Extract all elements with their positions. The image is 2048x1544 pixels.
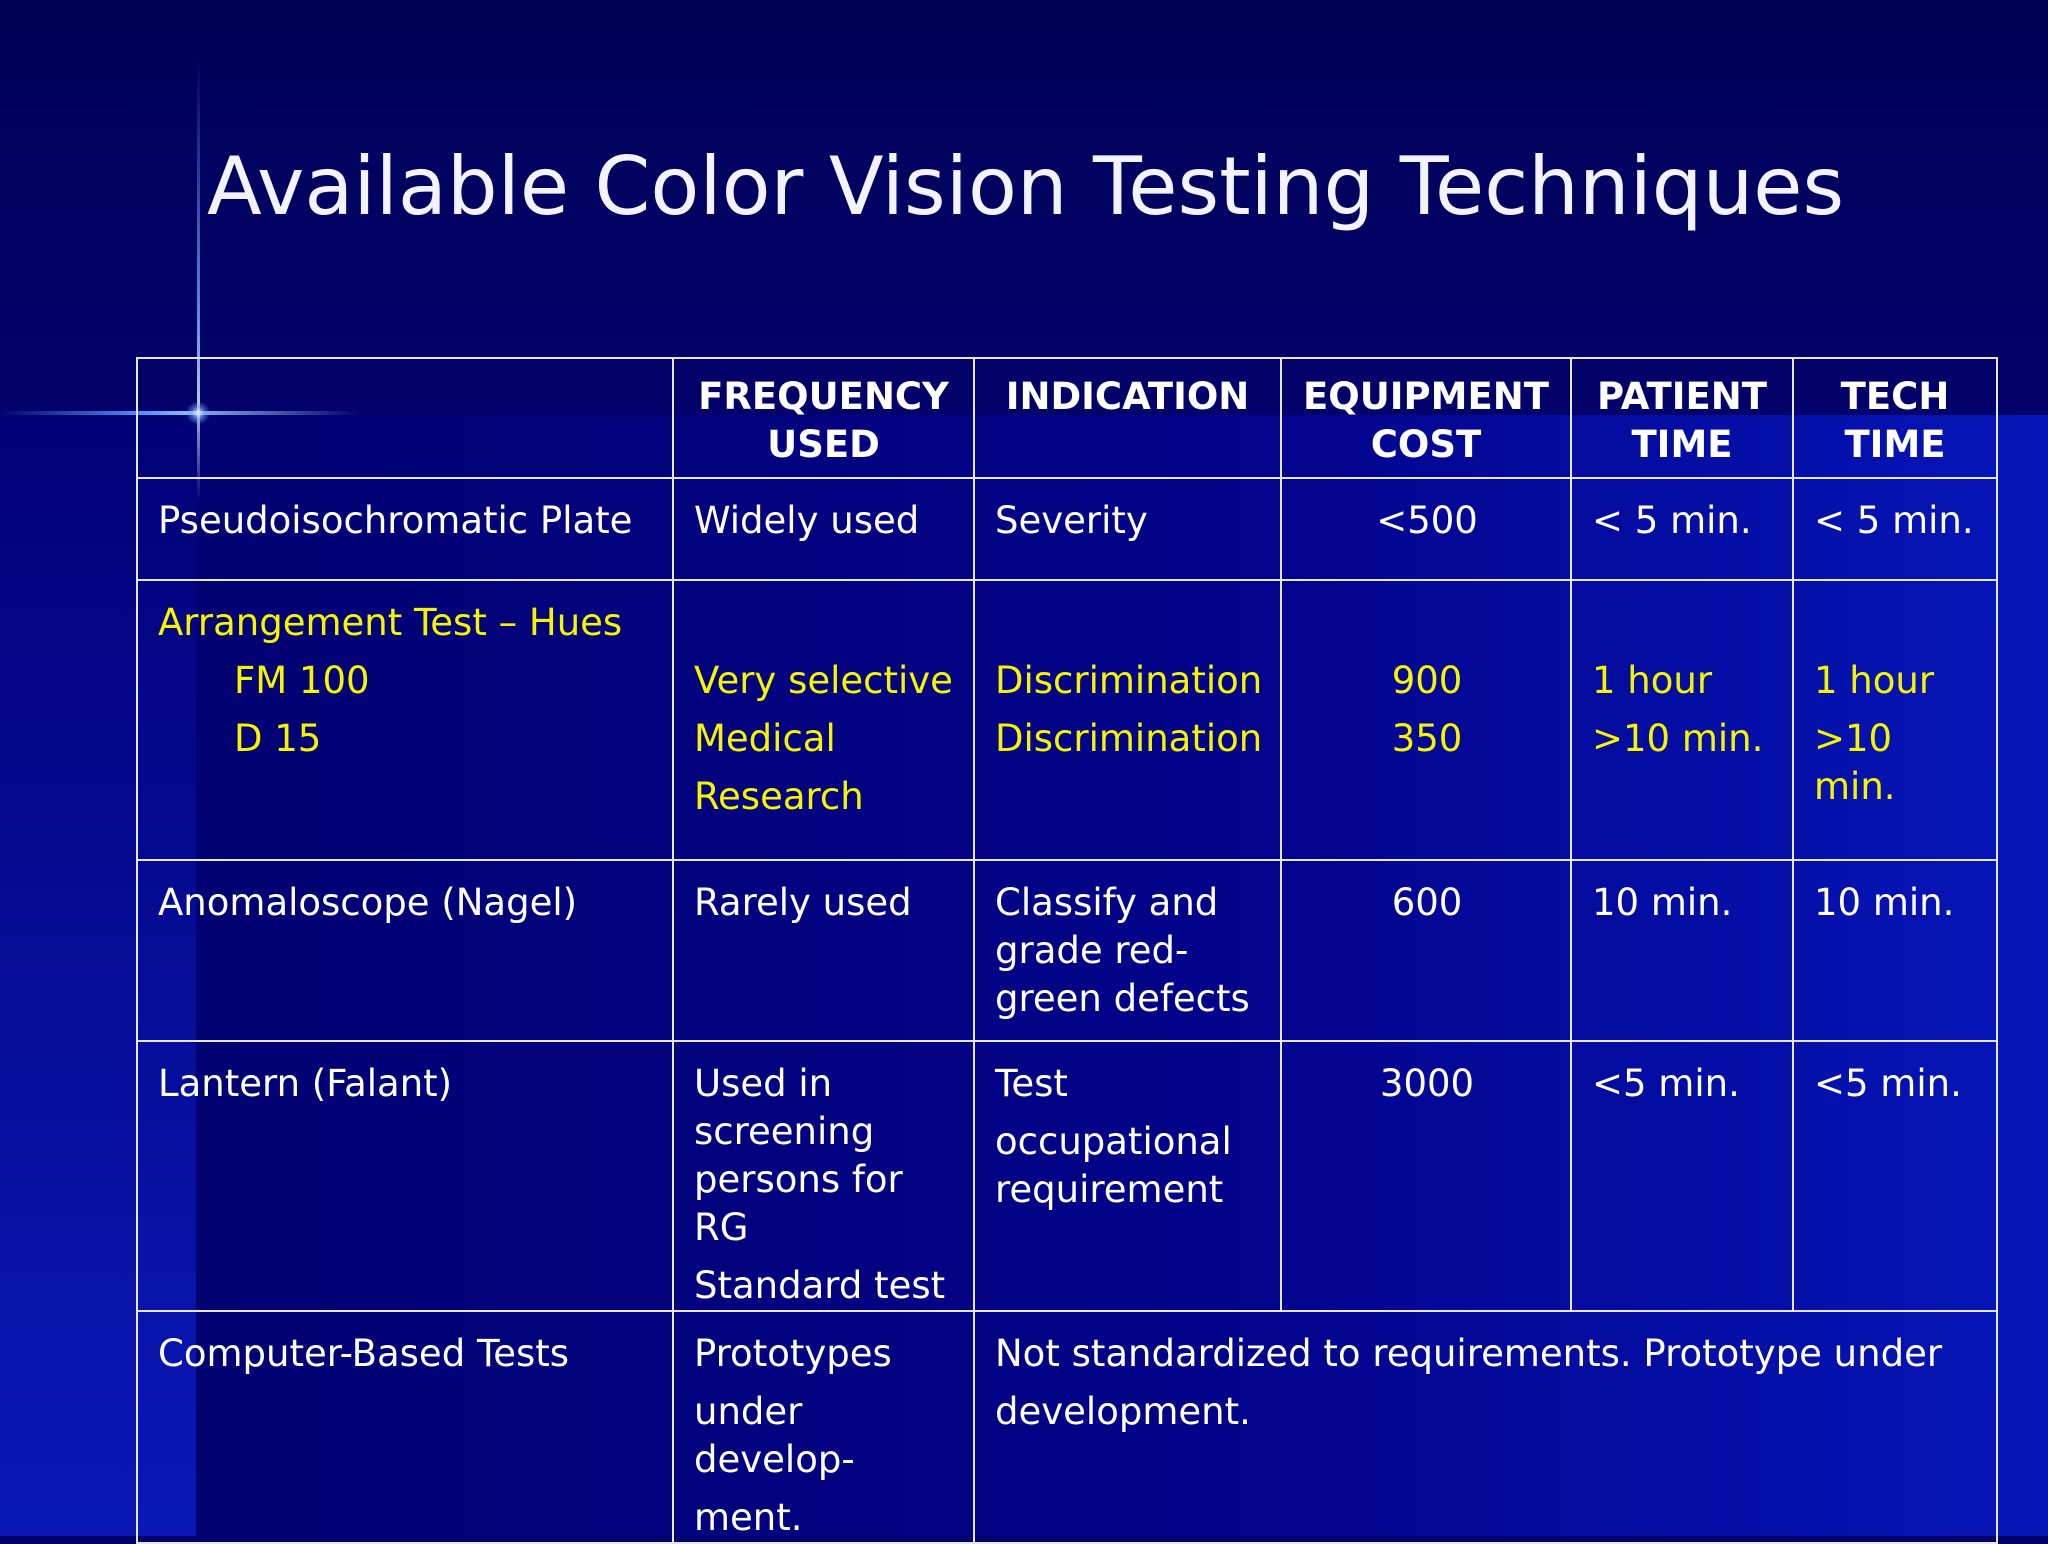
header-indication-label: INDICATION [1005,375,1250,418]
slide-title: Available Color Vision Testing Technique… [207,140,1845,233]
lantern-freq-5: Standard test [694,1264,946,1307]
cell-indication: Classify and grade red- green defects [973,859,1282,1042]
header-tech-time: TECH TIME [1792,357,1998,479]
header-patient-line1: PATIENT [1597,375,1767,418]
lantern-ind-3: requirement [995,1168,1224,1211]
cell-patient-time: < 5 min. [1570,477,1794,581]
cell-equipment-cost: <500 [1280,477,1572,581]
cell-technique-name: Pseudoisochromatic Plate [136,477,674,581]
header-frequency-used: FREQUENCY USED [672,357,975,479]
arrangement-title: Arrangement Test – Hues [158,601,623,644]
lantern-freq-1: Used in [694,1062,833,1105]
header-frequency-line1: FREQUENCY [698,375,949,418]
cell-indication: Severity [973,477,1282,581]
table-row-anomaloscope: Anomaloscope (Nagel) Rarely used Classif… [136,859,1998,1042]
header-equipment-line2: COST [1370,423,1482,466]
cell-equipment-cost: 3000 [1280,1040,1572,1312]
cell-frequency: Used in screening persons for RG Standar… [672,1040,975,1312]
arrangement-tech-2: >10 min. [1814,717,1896,808]
arrangement-patient-2: >10 min. [1592,717,1764,760]
background-top [0,0,2048,415]
anomaloscope-ind-3: green defects [995,977,1250,1020]
cell-patient-time: <5 min. [1570,1040,1794,1312]
anomaloscope-ind-2: grade red- [995,929,1189,972]
arrangement-sub-d15: D 15 [234,717,322,760]
arrangement-cost-1: 900 [1391,659,1463,702]
table-row-computer-based: Computer-Based Tests Prototypes under de… [136,1310,1998,1544]
techniques-table: FREQUENCY USED INDICATION EQUIPMENT COST… [136,357,1998,1544]
cell-technique-name: Computer-Based Tests [136,1310,674,1544]
arrangement-patient-1: 1 hour [1592,659,1713,702]
header-frequency-line2: USED [767,423,880,466]
arrangement-freq-1: Very selective [694,659,953,702]
header-indication: INDICATION [973,357,1282,479]
cell-equipment-cost: 600 [1280,859,1572,1042]
cell-frequency: Rarely used [672,859,975,1042]
cell-technique-name: Anomaloscope (Nagel) [136,859,674,1042]
cell-patient-time: 1 hour >10 min. [1570,579,1794,861]
cell-tech-time: 1 hour >10 min. [1792,579,1998,861]
arrangement-cost-2: 350 [1391,717,1463,760]
cell-tech-time: 10 min. [1792,859,1998,1042]
cell-tech-time: < 5 min. [1792,477,1998,581]
lantern-ind-1: Test [995,1062,1068,1105]
cell-indication: Discrimination Discrimination [973,579,1282,861]
table-row-arrangement: Arrangement Test – Hues FM 100 D 15 Very… [136,579,1998,861]
lantern-freq-4: RG [694,1206,749,1249]
cell-frequency: Very selective Medical Research [672,579,975,861]
cell-indication: Test occupational requirement [973,1040,1282,1312]
header-blank [136,357,674,479]
lantern-freq-2: screening [694,1110,875,1153]
light-flare-vertical [197,60,200,500]
computer-freq-2: under develop- [694,1390,855,1481]
computer-note-2: development. [995,1390,1251,1433]
cell-technique-name: Lantern (Falant) [136,1040,674,1312]
lantern-freq-3: persons for [694,1158,903,1201]
arrangement-freq-2: Medical [694,717,836,760]
arrangement-freq-3: Research [694,775,864,818]
cell-technique-name: Arrangement Test – Hues FM 100 D 15 [136,579,674,861]
header-equipment-line1: EQUIPMENT [1303,375,1549,418]
arrangement-tech-1: 1 hour [1814,659,1935,702]
header-equipment-cost: EQUIPMENT COST [1280,357,1572,479]
header-patient-line2: TIME [1631,423,1733,466]
header-patient-time: PATIENT TIME [1570,357,1794,479]
table-row-lantern: Lantern (Falant) Used in screening perso… [136,1040,1998,1312]
cell-frequency: Prototypes under develop- ment. [672,1310,975,1544]
arrangement-ind-1: Discrimination [995,659,1263,702]
lantern-ind-2: occupational [995,1120,1232,1163]
table-row-pseudoisochromatic: Pseudoisochromatic Plate Widely used Sev… [136,477,1998,581]
arrangement-sub-fm100: FM 100 [234,659,370,702]
cell-patient-time: 10 min. [1570,859,1794,1042]
header-row: FREQUENCY USED INDICATION EQUIPMENT COST… [136,357,1998,479]
cell-tech-time: <5 min. [1792,1040,1998,1312]
cell-frequency: Widely used [672,477,975,581]
computer-freq-3: ment. [694,1496,803,1539]
computer-note-1: Not standardized to requirements. Protot… [995,1332,1943,1375]
anomaloscope-ind-1: Classify and [995,881,1219,924]
cell-merged-note: Not standardized to requirements. Protot… [973,1310,1998,1544]
header-tech-line2: TIME [1844,423,1946,466]
computer-freq-1: Prototypes [694,1332,892,1375]
cell-equipment-cost: 900 350 [1280,579,1572,861]
arrangement-ind-2: Discrimination [995,717,1263,760]
header-tech-line1: TECH [1840,375,1950,418]
